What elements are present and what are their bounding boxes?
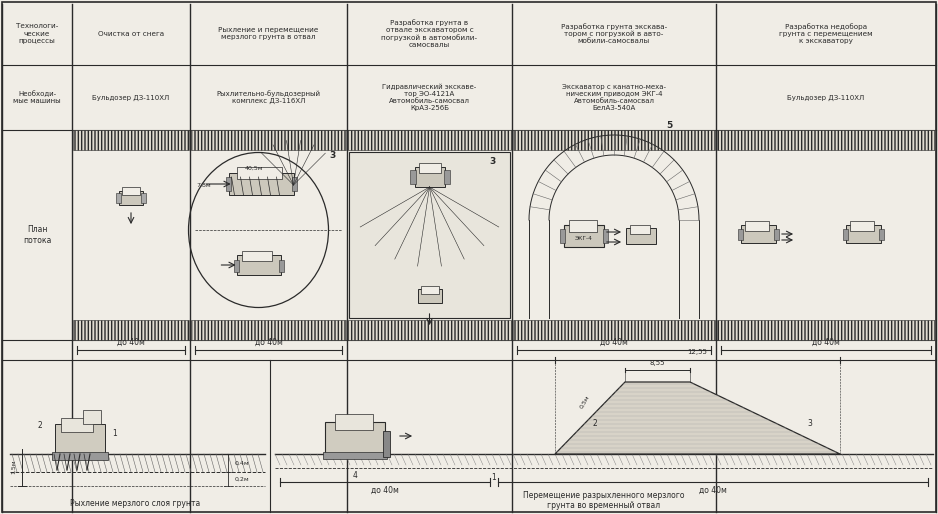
Bar [236,255,280,275]
Bar [292,177,296,191]
Bar [410,170,416,184]
Bar [348,320,511,340]
Bar [225,177,231,191]
Bar [850,221,874,231]
Bar [745,221,769,231]
Text: 2: 2 [593,419,598,429]
Text: грунта во временный отвал: грунта во временный отвал [548,501,660,509]
Bar [236,167,281,179]
Bar [83,410,101,424]
Text: 1: 1 [113,430,117,438]
Bar [717,320,935,340]
Text: до 40м: до 40м [812,338,840,346]
Text: 0,2м: 0,2м [234,476,250,482]
Bar [229,173,294,195]
Bar [234,260,238,272]
Bar [420,286,438,294]
Text: до 40м: до 40м [371,486,399,494]
Text: 5: 5 [666,120,673,130]
Text: 2: 2 [38,421,42,431]
Text: 0,5м: 0,5м [579,394,591,410]
Text: 40,5м: 40,5м [244,166,263,171]
Bar [444,170,449,184]
Text: Разработка грунта экскава-
тором с погрузкой в авто-
мобили-самосвалы: Разработка грунта экскава- тором с погру… [561,23,667,44]
Text: Очистка от снега: Очистка от снега [98,30,164,36]
Text: Технологи-
ческие
процессы: Технологи- ческие процессы [16,24,58,44]
Text: до 40м: до 40м [600,338,628,346]
Text: Экскаватор с канатно-меха-
ническим приводом ЭКГ-4
Автомобиль-самосвал
БелАЗ-540: Экскаватор с канатно-меха- ническим прив… [562,84,666,111]
Text: 3: 3 [329,151,335,159]
Text: 1,5м: 1,5м [11,460,17,474]
Bar [191,130,346,150]
Bar [383,431,390,457]
Text: Бульдозер ДЗ-110ХЛ: Бульдозер ДЗ-110ХЛ [787,95,865,101]
Bar [417,289,442,303]
Bar [348,130,511,150]
Text: Бульдозер ДЗ-110ХЛ: Бульдозер ДЗ-110ХЛ [92,95,170,101]
Bar [241,251,271,261]
Text: План
потока: План потока [23,225,52,245]
Bar [843,229,848,240]
Bar [52,452,108,460]
Bar [122,187,140,195]
Bar [513,130,715,150]
Bar [119,191,143,205]
Bar [279,260,283,272]
Bar [73,320,189,340]
Bar [191,320,346,340]
Bar [630,225,650,234]
Text: до 40м: до 40м [699,486,727,494]
Bar [325,422,385,454]
Bar [879,229,884,240]
Bar [73,130,189,150]
Polygon shape [555,382,840,454]
Bar [564,225,604,247]
Text: 12,55: 12,55 [688,349,707,355]
Text: 4: 4 [353,471,357,481]
Bar [603,229,608,243]
Bar [418,163,441,173]
Bar [323,452,387,459]
Bar [349,152,510,318]
Bar [560,229,565,243]
Text: Гидравлический экскаве-
тор ЭО-4121А
Автомобиль-самосвал
КрАЗ-256Б: Гидравлический экскаве- тор ЭО-4121А Авт… [383,84,477,111]
Text: до 40м: до 40м [254,338,282,346]
Bar [738,229,743,240]
Text: Необходи-
мые машины: Необходи- мые машины [13,90,61,104]
Text: 3: 3 [489,157,495,167]
Text: 0,4м: 0,4м [234,461,250,466]
Text: 8,55: 8,55 [650,360,665,366]
Bar [335,414,373,430]
Text: Разработка грунта в
отвале экскаватором с
погрузкой в автомобили-
самосвалы: Разработка грунта в отвале экскаватором … [382,19,477,48]
Bar [55,424,105,454]
Bar [61,418,93,432]
Text: Рыхление и перемещение
мерзлого грунта в отвал: Рыхление и перемещение мерзлого грунта в… [219,27,319,40]
Bar [774,229,779,240]
Text: Рыхление мерзлого слоя грунта: Рыхление мерзлого слоя грунта [69,500,200,508]
Bar [717,130,935,150]
Text: Рыхлительно-бульдозерный
комплекс ДЗ-116ХЛ: Рыхлительно-бульдозерный комплекс ДЗ-116… [217,90,321,104]
Bar [846,225,881,243]
Bar [141,193,146,203]
Bar [513,320,715,340]
Text: до 40м: до 40м [117,338,145,346]
Text: 1: 1 [492,472,496,482]
Bar [741,225,776,243]
Text: 3: 3 [808,419,812,429]
Text: Разработка недобора
грунта с перемещением
к экскаватору: Разработка недобора грунта с перемещение… [779,23,873,44]
Text: ЭКГ-4: ЭКГ-4 [575,236,593,242]
Text: Перемещение разрыхленного мерзлого: Перемещение разрыхленного мерзлого [523,491,685,501]
Bar [626,228,656,244]
Bar [415,167,445,187]
Text: 7,8м: 7,8м [196,182,211,188]
Bar [569,220,597,232]
Bar [116,193,121,203]
